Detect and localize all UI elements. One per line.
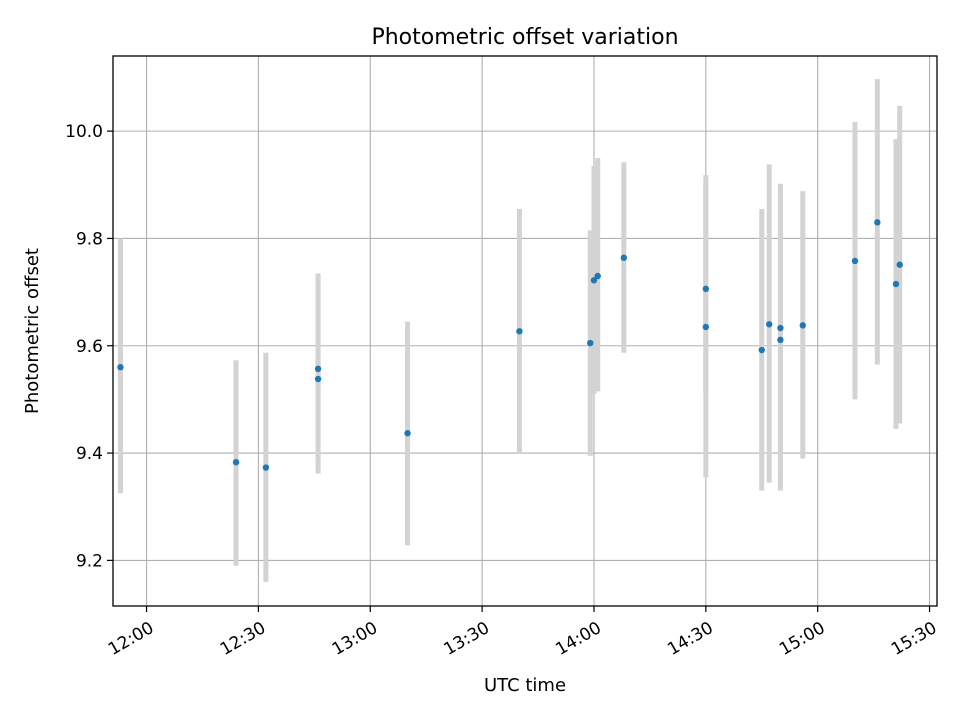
data-point (590, 277, 598, 284)
y-tick-label: 9.4 (76, 444, 103, 464)
data-point (702, 285, 710, 293)
data-points (117, 219, 903, 471)
data-point (594, 272, 601, 280)
plot-frame (112, 55, 938, 607)
data-point (851, 257, 859, 265)
data-point (892, 280, 900, 288)
data-point (516, 328, 523, 335)
chart-title: Photometric offset variation (371, 25, 678, 50)
data-point (262, 464, 270, 471)
y-tick-label: 9.6 (76, 337, 103, 357)
data-point (117, 364, 124, 371)
data-point (232, 458, 240, 466)
data-point (874, 219, 881, 226)
data-point (702, 323, 710, 331)
data-point (314, 375, 322, 383)
y-axis: 9.2 9.4 9.6 9.8 10.0 (65, 122, 113, 571)
y-tick-label: 9.2 (76, 551, 103, 571)
y-tick-label: 10.0 (65, 122, 103, 142)
y-tick-label: 9.8 (76, 229, 103, 249)
data-point (799, 322, 806, 329)
data-point (404, 430, 411, 437)
data-point (314, 365, 322, 373)
data-point (777, 336, 784, 344)
data-point (896, 261, 903, 268)
data-point (777, 324, 784, 332)
data-point (758, 346, 765, 354)
y-axis-label: Photometric offset (22, 248, 43, 414)
data-point (766, 321, 773, 328)
x-axis-label: UTC time (484, 675, 566, 696)
data-point (620, 254, 628, 261)
data-point (587, 339, 594, 347)
